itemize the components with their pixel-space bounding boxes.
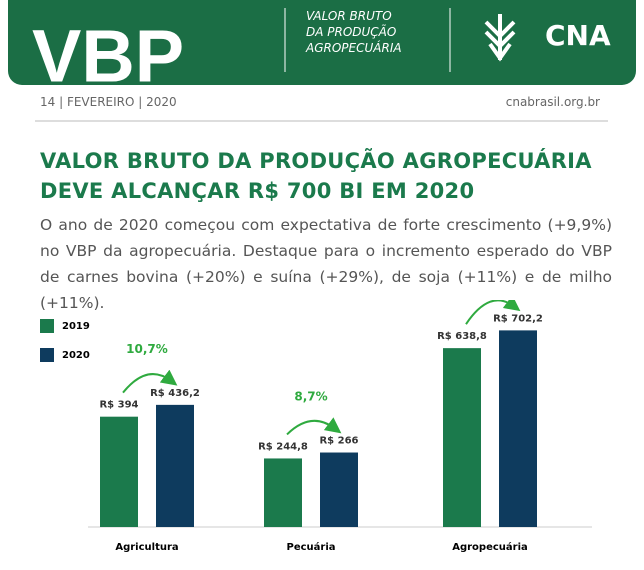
legend-swatch: [40, 319, 54, 333]
title-line: DEVE ALCANÇAR R$ 700 BI EM 2020: [40, 179, 475, 203]
chart: 2019 2020 Agricultura R$ 394 R$ 436,2 10,7% Pe…: [40, 300, 592, 553]
site: cnabrasil.org.br: [506, 95, 600, 109]
value-label: R$ 244,8: [258, 441, 308, 452]
bar: [320, 452, 358, 527]
subtitle-line: DA PRODUÇÃO: [306, 24, 396, 39]
value-label: R$ 436,2: [150, 388, 200, 399]
value-label: R$ 702,2: [493, 313, 543, 324]
category-label: Agropecuária: [452, 541, 528, 553]
header-band: [8, 0, 636, 85]
bar: [100, 416, 138, 527]
brand: CNA: [545, 19, 611, 52]
growth-label: 10,7%: [126, 342, 168, 356]
value-label: R$ 638,8: [437, 331, 487, 342]
growth-arrow: [286, 417, 342, 436]
bar: [264, 458, 302, 527]
value-label: R$ 266: [319, 436, 358, 447]
header: VBP VALOR BRUTO DA PRODUÇÃO AGROPECUÁRIA…: [8, 0, 636, 122]
bar: [499, 330, 537, 527]
legend-swatch: [40, 348, 54, 362]
growth-arrow: [122, 369, 178, 394]
subtitle-line: AGROPECUÁRIA: [305, 40, 402, 55]
growth-arrow: [465, 300, 521, 325]
article-body: O ano de 2020 começou com expectativa de…: [40, 216, 612, 312]
category-label: Pecuária: [286, 541, 335, 553]
value-label: R$ 394: [99, 400, 138, 411]
bar: [443, 348, 481, 527]
logo-text: VBP: [32, 15, 184, 98]
legend-label: 2020: [62, 350, 90, 361]
legend-label: 2019: [62, 321, 90, 332]
category-label: Agricultura: [115, 542, 178, 553]
subtitle-line: VALOR BRUTO: [306, 9, 392, 23]
growth-label: 8,7%: [294, 390, 327, 404]
date: 14 | FEVEREIRO | 2020: [40, 95, 177, 109]
brand-icon: [484, 14, 516, 62]
bar: [156, 404, 194, 527]
title-line: VALOR BRUTO DA PRODUÇÃO AGROPECUÁRIA: [40, 149, 592, 173]
article-title: VALOR BRUTO DA PRODUÇÃO AGROPECUÁRIA DEV…: [40, 146, 592, 206]
